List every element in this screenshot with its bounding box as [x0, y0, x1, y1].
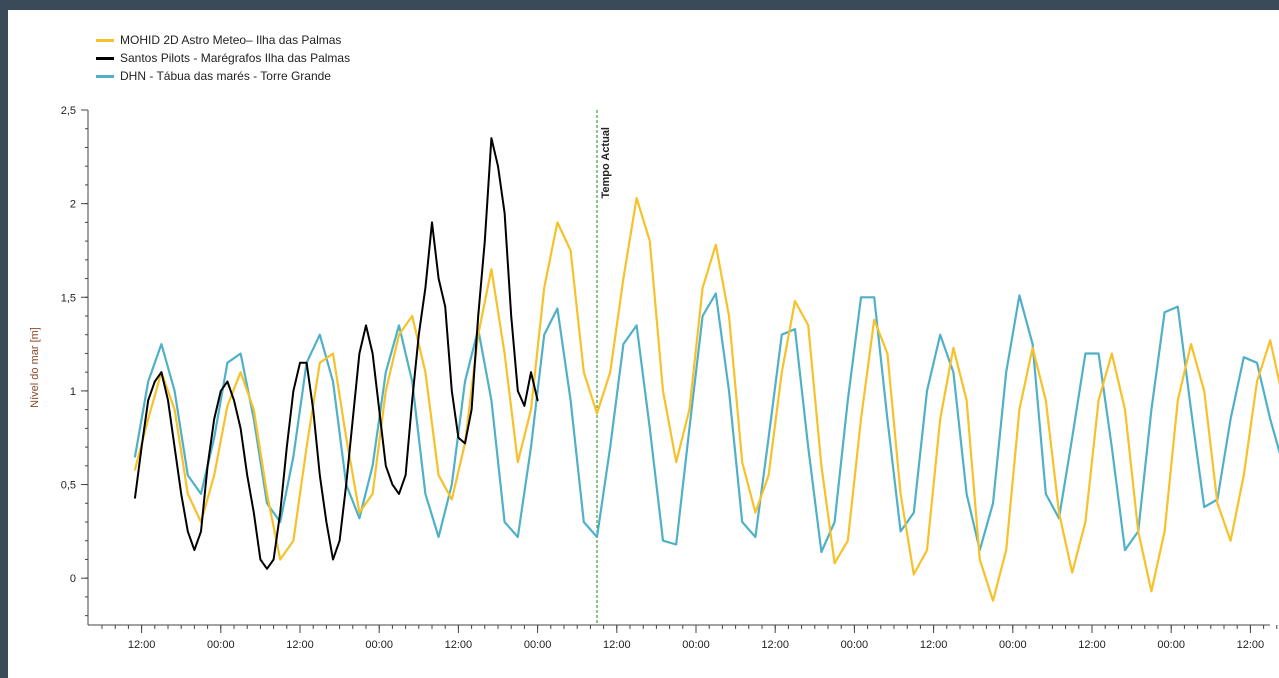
y-tick-label: 0 [70, 573, 76, 585]
legend-swatch-santos [96, 56, 114, 60]
legend-item-dhn: DHN - Tábua das marés - Torre Grande [96, 68, 331, 84]
legend-item-santos: Santos Pilots - Marégrafos Ilha das Palm… [96, 50, 350, 66]
x-tick-label: 12:00 [1078, 639, 1106, 651]
legend-swatch-dhn [96, 74, 114, 78]
legend-swatch-mohid [96, 38, 114, 42]
series-line-1 [134, 137, 539, 570]
series-line-0 [133, 196, 1279, 602]
series-line-2 [133, 292, 1279, 554]
y-tick-label: 1,5 [61, 292, 76, 304]
x-tick-label: 12:00 [761, 639, 789, 651]
x-tick-label: 12:00 [445, 639, 473, 651]
x-tick-label: 12:00 [286, 639, 314, 651]
legend-label-santos: Santos Pilots - Marégrafos Ilha das Palm… [120, 51, 351, 65]
x-tick-label: 00:00 [682, 639, 710, 651]
x-tick-label: 00:00 [365, 639, 393, 651]
x-tick-label: 12:00 [1237, 639, 1265, 651]
current-time-label: Tempo Actual [600, 127, 612, 199]
chart-panel: 0 0,5 1 1,5 2 2,5 Nível do mar [m] 12:00 00:00 12… [8, 10, 1279, 678]
x-tick-label: 00:00 [207, 639, 235, 651]
legend-label-dhn: DHN - Tábua das marés - Torre Grande [120, 69, 331, 83]
y-axis-label: Nível do mar [m] [29, 327, 41, 408]
y-tick-label: 2 [70, 199, 76, 211]
x-tick-label: 12:00 [128, 639, 156, 651]
x-tick-label: 00:00 [999, 639, 1027, 651]
x-tick-label: 00:00 [1157, 639, 1185, 651]
x-tick-label: 12:00 [603, 639, 631, 651]
y-tick-label: 1 [70, 386, 76, 398]
x-tick-label: 12:00 [920, 639, 948, 651]
y-tick-label: 2,5 [61, 105, 76, 117]
x-tick-label: 00:00 [841, 639, 869, 651]
tide-chart: 0 0,5 1 1,5 2 2,5 Nível do mar [m] 12:00 00:00 12… [29, 105, 1279, 651]
x-tick-label: 00:00 [524, 639, 552, 651]
legend-label-mohid: MOHID 2D Astro Meteo– Ilha das Palmas [120, 33, 342, 47]
legend-item-mohid: MOHID 2D Astro Meteo– Ilha das Palmas [96, 32, 341, 48]
y-tick-label: 0,5 [61, 480, 76, 492]
